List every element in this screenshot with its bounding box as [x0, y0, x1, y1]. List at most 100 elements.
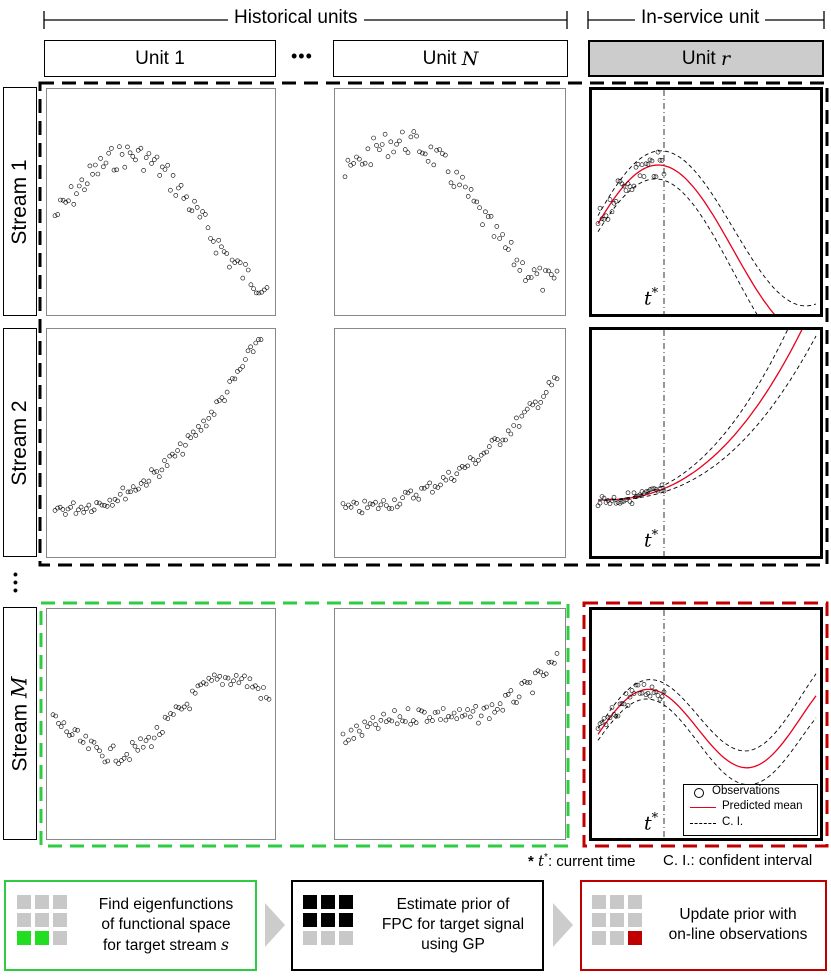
observation-point	[81, 510, 87, 515]
observation-point	[160, 730, 165, 735]
observation-point	[359, 733, 365, 738]
observation-point	[430, 718, 435, 723]
observation-point	[181, 704, 187, 710]
observation-point	[171, 712, 176, 717]
observation-point	[102, 503, 107, 508]
observation-point	[432, 484, 438, 489]
observation-point	[530, 690, 535, 696]
observation-point	[554, 268, 560, 274]
observation-point	[247, 676, 253, 682]
observation-point	[641, 682, 647, 687]
grid-blocks-icon-2	[303, 895, 353, 945]
observation-point	[176, 185, 181, 191]
step-1-box: Find eigenfunctions of functional space fo…	[4, 880, 257, 971]
observation-point	[627, 694, 633, 700]
observation-point	[432, 710, 438, 715]
observation-point	[476, 720, 481, 726]
observation-point	[615, 178, 621, 184]
observation-point	[420, 150, 425, 156]
observation-point	[253, 340, 259, 346]
observation-point	[394, 721, 400, 727]
observation-point	[224, 389, 230, 395]
observation-point	[483, 209, 488, 215]
observation-point	[348, 162, 353, 168]
observation-point	[508, 431, 514, 437]
stream-2-box: Stream 2	[3, 328, 37, 557]
observation-point	[107, 497, 113, 503]
observation-point	[133, 487, 139, 493]
observation-point	[98, 156, 103, 161]
observation-point	[255, 686, 261, 691]
observation-point	[508, 240, 514, 245]
observation-point	[205, 225, 211, 230]
observation-point	[219, 244, 224, 250]
observation-point	[170, 173, 176, 178]
observation-point	[430, 489, 435, 495]
observation-point	[141, 168, 146, 173]
observation-point	[340, 501, 346, 506]
units-ellipsis: •••	[291, 46, 313, 66]
observation-point	[471, 198, 477, 204]
observation-point	[647, 693, 653, 699]
observation-point	[651, 486, 657, 491]
observation-point	[116, 761, 121, 766]
observation-point	[138, 736, 143, 742]
observation-point	[214, 399, 219, 405]
legend: Observations Predicted mean C. I.	[683, 784, 818, 836]
observation-point	[86, 746, 91, 752]
observation-point	[130, 154, 136, 159]
observation-point	[365, 146, 371, 152]
observation-point	[222, 398, 227, 403]
observation-point	[405, 490, 411, 496]
observation-point	[543, 268, 548, 273]
step-2-box: Estimate prior of FPC for target signal us…	[291, 880, 544, 971]
observation-point	[53, 713, 58, 719]
observation-point	[170, 451, 175, 457]
observation-point	[172, 453, 178, 459]
observation-point	[495, 707, 500, 712]
observation-point	[192, 198, 197, 204]
observation-point	[631, 183, 637, 189]
observation-point	[173, 704, 179, 710]
observation-point	[440, 706, 446, 711]
unit-n-var: N	[461, 47, 479, 70]
stream-m-box: Stream M	[3, 607, 37, 840]
observation-point	[146, 478, 152, 484]
observation-point	[185, 433, 191, 438]
observation-point	[162, 458, 167, 463]
observation-point	[505, 692, 511, 697]
unit-n-box: Unit N	[333, 40, 568, 77]
observation-point	[184, 194, 189, 200]
observation-point	[189, 208, 195, 214]
observation-point	[639, 690, 645, 696]
observation-point	[113, 758, 119, 764]
observation-point	[611, 494, 617, 500]
observation-point	[259, 289, 264, 295]
observation-point	[143, 155, 149, 160]
observation-point	[516, 694, 522, 700]
observation-point	[408, 721, 413, 727]
observation-point	[370, 715, 376, 720]
observation-point	[368, 162, 374, 167]
observation-point	[597, 205, 603, 211]
observation-point	[595, 503, 601, 509]
observation-point	[190, 429, 196, 435]
observation-point	[82, 187, 87, 193]
observation-point	[519, 413, 525, 419]
unit-r-prefix: Unit	[681, 47, 721, 69]
observation-point	[176, 705, 182, 710]
observation-point	[424, 484, 430, 489]
observation-point	[342, 174, 348, 180]
observation-point	[220, 682, 225, 687]
observation-point	[237, 366, 243, 372]
observation-point	[373, 499, 378, 505]
observation-point	[621, 701, 627, 707]
observation-point	[511, 423, 516, 428]
observation-point	[83, 733, 89, 739]
observation-point	[362, 719, 368, 725]
observation-point	[266, 696, 272, 702]
observation-point	[362, 498, 368, 504]
observation-point	[503, 437, 508, 443]
observation-point	[531, 267, 537, 272]
observation-point	[377, 147, 382, 153]
